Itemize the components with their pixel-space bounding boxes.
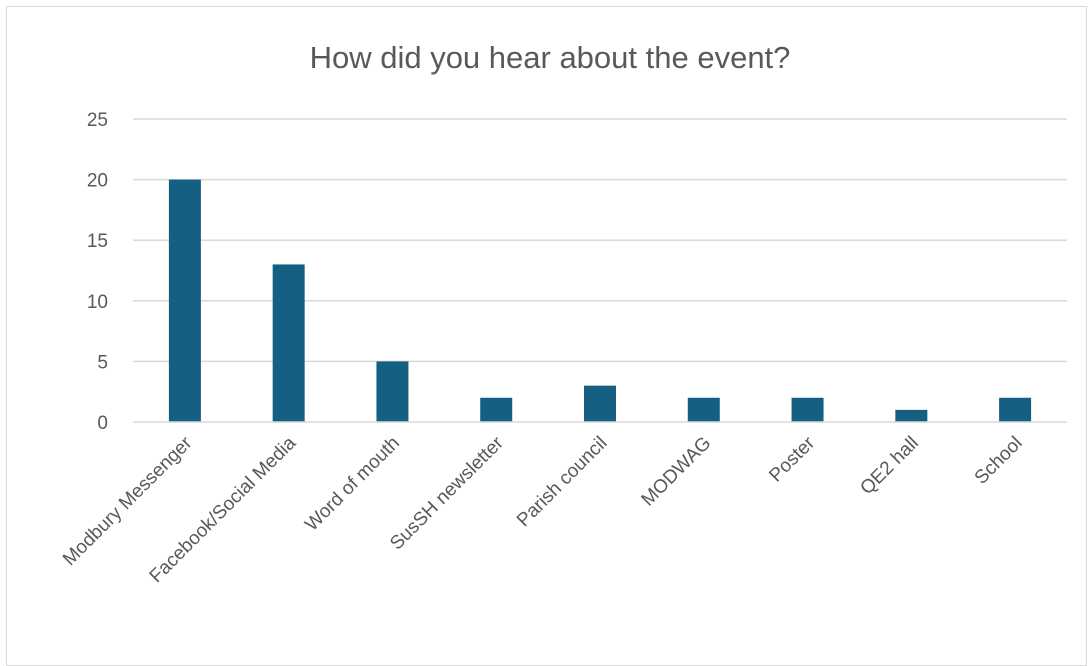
bar: [999, 397, 1032, 422]
bar: [376, 361, 409, 422]
bar: [687, 397, 720, 422]
y-tick-label: 10: [87, 292, 108, 313]
x-tick-label: MODWAG: [638, 433, 716, 511]
x-tick-label: Poster: [765, 432, 819, 486]
bar: [272, 264, 305, 422]
bar: [895, 409, 928, 422]
bar: [584, 385, 616, 422]
bars: [168, 179, 1032, 422]
x-tick-label: QE2 hall: [856, 433, 922, 499]
y-tick-label: 15: [87, 231, 108, 252]
y-tick-label: 20: [87, 171, 108, 192]
y-tick-label: 25: [87, 110, 108, 131]
x-tick-label: School: [971, 433, 1027, 489]
bar: [791, 397, 824, 422]
y-tick-label: 5: [97, 352, 108, 373]
chart-title: How did you hear about the event?: [310, 40, 791, 75]
x-tick-label: SusSH newsletter: [386, 432, 508, 554]
x-tick-label: Word of mouth: [301, 433, 404, 536]
bar: [168, 179, 201, 422]
bar: [480, 397, 513, 422]
x-tick-label: Parish council: [513, 433, 611, 531]
y-tick-label: 0: [97, 413, 108, 434]
y-axis-ticks: 0 5 10 15 20 25: [87, 110, 108, 434]
